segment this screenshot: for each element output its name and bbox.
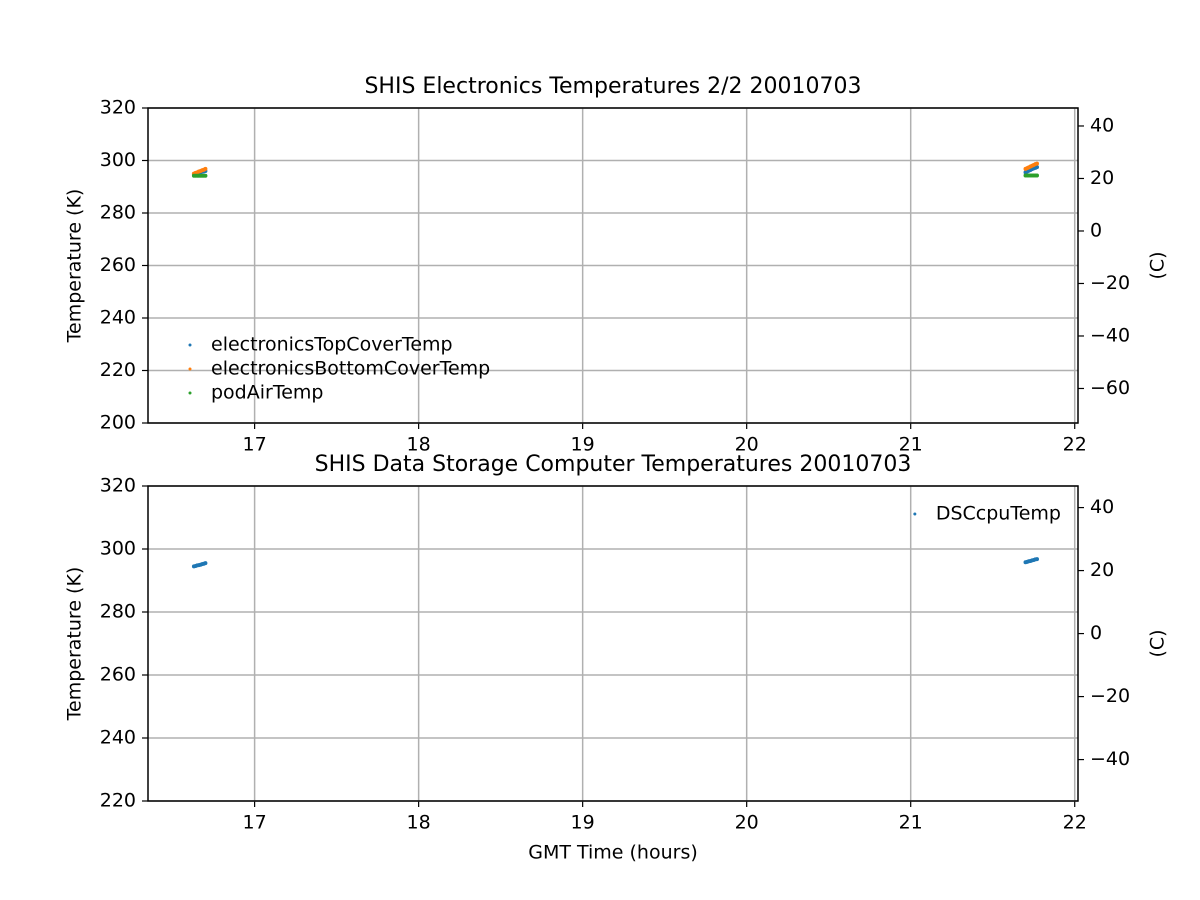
y-tick-label: 240 <box>100 727 136 749</box>
y2-tick-label: 0 <box>1090 622 1102 644</box>
x-axis-label: GMT Time (hours) <box>528 842 698 864</box>
y-tick-label: 220 <box>100 359 136 381</box>
data-point <box>1034 173 1039 178</box>
data-point <box>203 173 208 178</box>
y-tick-label: 320 <box>100 97 136 119</box>
y-axis-label: Temperature (K) <box>64 567 86 722</box>
y-tick-label: 200 <box>100 412 136 434</box>
y-tick-label: 220 <box>100 790 136 812</box>
y-tick-label: 320 <box>100 475 136 497</box>
chart-title: SHIS Electronics Temperatures 2/2 200107… <box>364 74 861 99</box>
legend-label: podAirTemp <box>211 382 323 404</box>
legend-marker <box>188 391 192 395</box>
x-tick-label: 18 <box>407 812 431 834</box>
x-tick-label: 19 <box>571 434 595 456</box>
y2-tick-label: 20 <box>1090 559 1114 581</box>
y-tick-label: 280 <box>100 601 136 623</box>
y2-tick-label: −40 <box>1090 324 1130 346</box>
x-tick-label: 20 <box>735 812 759 834</box>
legend-marker <box>188 367 192 371</box>
y-tick-label: 300 <box>100 149 136 171</box>
y2-tick-label: −20 <box>1090 272 1130 294</box>
y2-axis-label: (C) <box>1147 629 1169 657</box>
y2-tick-label: −40 <box>1090 748 1130 770</box>
y-tick-label: 300 <box>100 538 136 560</box>
y-axis-label: Temperature (K) <box>64 189 86 344</box>
x-tick-label: 20 <box>735 434 759 456</box>
y2-tick-label: 0 <box>1090 219 1102 241</box>
legend-label: electronicsBottomCoverTemp <box>211 358 490 380</box>
x-tick-label: 18 <box>407 434 431 456</box>
y2-tick-label: −60 <box>1090 377 1130 399</box>
x-tick-label: 17 <box>243 434 267 456</box>
legend-marker <box>188 343 192 347</box>
x-tick-label: 21 <box>899 812 923 834</box>
x-tick-label: 22 <box>1063 812 1087 834</box>
y2-axis-label: (C) <box>1147 251 1169 279</box>
x-tick-label: 21 <box>899 434 923 456</box>
plot-frame <box>147 107 1079 424</box>
y2-tick-label: 40 <box>1090 114 1114 136</box>
data-point <box>203 166 208 171</box>
y-tick-label: 260 <box>100 664 136 686</box>
x-tick-label: 19 <box>571 812 595 834</box>
legend-label: electronicsTopCoverTemp <box>211 334 453 356</box>
y-tick-label: 280 <box>100 202 136 224</box>
data-point <box>1034 161 1039 166</box>
plot-frame <box>147 485 1079 802</box>
x-tick-label: 17 <box>243 812 267 834</box>
y2-tick-label: 20 <box>1090 167 1114 189</box>
legend-marker <box>913 512 917 516</box>
y2-tick-label: −20 <box>1090 685 1130 707</box>
y-tick-label: 260 <box>100 254 136 276</box>
data-point <box>1034 557 1039 562</box>
x-tick-label: 22 <box>1063 434 1087 456</box>
legend-label: DSCcpuTemp <box>936 503 1061 525</box>
y-tick-label: 240 <box>100 307 136 329</box>
y2-tick-label: 40 <box>1090 496 1114 518</box>
data-point <box>203 561 208 566</box>
chart-title: SHIS Data Storage Computer Temperatures … <box>315 452 912 477</box>
